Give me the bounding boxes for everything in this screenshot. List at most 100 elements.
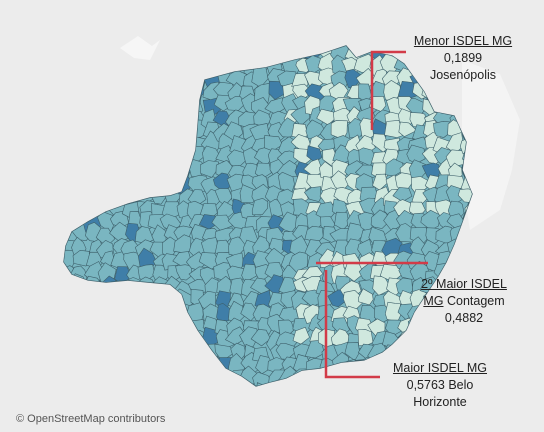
municipality-shape <box>159 288 181 308</box>
municipality-shape <box>64 71 79 89</box>
municipality-shape <box>226 381 248 386</box>
municipality-shape <box>161 95 182 114</box>
municipality-shape <box>72 158 94 177</box>
municipality-shape <box>64 164 80 182</box>
municipality-shape <box>146 82 166 99</box>
municipality-shape <box>108 344 128 359</box>
municipality-shape <box>457 249 472 269</box>
municipality-shape <box>174 123 194 143</box>
municipality-shape <box>113 159 132 180</box>
municipality-shape <box>159 174 182 194</box>
neighbor-land-shape <box>120 36 160 60</box>
municipality-shape <box>47 94 63 113</box>
municipality-shape <box>64 186 75 207</box>
municipality-shape <box>126 295 145 313</box>
municipality-shape <box>135 317 156 337</box>
municipality-shape <box>73 186 89 209</box>
municipality-shape <box>159 367 178 386</box>
municipality-shape <box>254 46 275 51</box>
municipality-shape <box>64 151 82 170</box>
municipality-shape <box>448 251 466 273</box>
municipality-shape <box>64 374 80 386</box>
municipality-shape <box>136 343 157 360</box>
municipality-shape <box>93 104 113 125</box>
municipality-shape <box>149 354 168 373</box>
municipality-shape <box>96 188 117 208</box>
municipality-shape <box>134 354 152 376</box>
municipality-shape <box>185 46 208 62</box>
municipality-shape <box>64 80 82 101</box>
municipality-shape <box>64 329 75 350</box>
municipality-shape <box>101 120 119 138</box>
municipality-shape <box>148 345 168 362</box>
municipality-shape <box>45 135 64 151</box>
municipality-shape <box>83 95 103 115</box>
municipality-shape <box>46 69 64 86</box>
municipality-shape <box>359 28 376 45</box>
municipality-shape <box>81 162 103 181</box>
municipality-shape <box>100 354 121 371</box>
municipality-shape <box>280 381 300 386</box>
callout-min-title: Menor ISDEL MG <box>413 34 513 48</box>
municipality-shape <box>100 137 118 154</box>
municipality-shape <box>151 330 170 348</box>
municipality-shape <box>109 150 126 167</box>
municipality-shape <box>174 107 194 124</box>
municipality-shape <box>86 184 107 204</box>
municipality-shape <box>86 378 104 386</box>
municipality-shape <box>64 317 79 335</box>
municipality-shape <box>148 314 171 335</box>
municipality-shape <box>64 171 68 193</box>
municipality-shape <box>187 59 206 77</box>
municipality-shape <box>41 367 59 388</box>
municipality-shape <box>44 111 62 128</box>
municipality-shape <box>64 175 79 194</box>
municipality-shape <box>149 113 170 132</box>
municipality-shape <box>73 120 96 142</box>
municipality-shape <box>82 290 101 307</box>
municipality-shape <box>98 290 118 310</box>
municipality-shape <box>64 305 79 322</box>
municipality-shape <box>463 237 472 256</box>
municipality-shape <box>160 46 179 48</box>
municipality-shape <box>135 176 153 192</box>
municipality-shape <box>84 135 103 157</box>
municipality-shape <box>84 327 102 350</box>
municipality-shape <box>303 186 322 203</box>
municipality-shape <box>45 277 63 296</box>
municipality-shape <box>64 344 66 364</box>
municipality-shape <box>100 68 120 89</box>
municipality-shape <box>45 151 60 169</box>
municipality-shape <box>87 55 107 72</box>
municipality-shape <box>84 318 103 336</box>
municipality-shape <box>250 328 271 347</box>
municipality-shape <box>125 68 145 90</box>
municipality-shape <box>162 156 183 178</box>
municipality-shape <box>43 125 61 142</box>
municipality-shape <box>111 106 130 128</box>
municipality-shape <box>46 265 63 283</box>
municipality-shape <box>162 123 185 143</box>
municipality-shape <box>70 343 93 362</box>
municipality-shape <box>264 46 286 50</box>
municipality-shape <box>173 46 195 61</box>
municipality-shape <box>98 79 116 101</box>
municipality-shape <box>112 46 128 48</box>
municipality-shape <box>148 147 166 168</box>
neighbor-land-shape <box>462 60 520 230</box>
municipality-shape <box>73 290 90 308</box>
callout-line-min <box>370 50 406 130</box>
municipality-shape <box>96 175 117 195</box>
municipality-shape <box>135 290 156 308</box>
municipality-shape <box>109 330 131 352</box>
municipality-shape <box>148 303 169 323</box>
municipality-shape <box>113 120 132 140</box>
municipality-shape <box>162 46 183 63</box>
municipality-shape <box>174 93 197 113</box>
municipality-shape <box>120 329 143 348</box>
municipality-shape <box>229 46 247 50</box>
municipality-shape <box>108 174 128 194</box>
municipality-shape <box>84 109 103 128</box>
municipality-shape <box>172 366 195 386</box>
